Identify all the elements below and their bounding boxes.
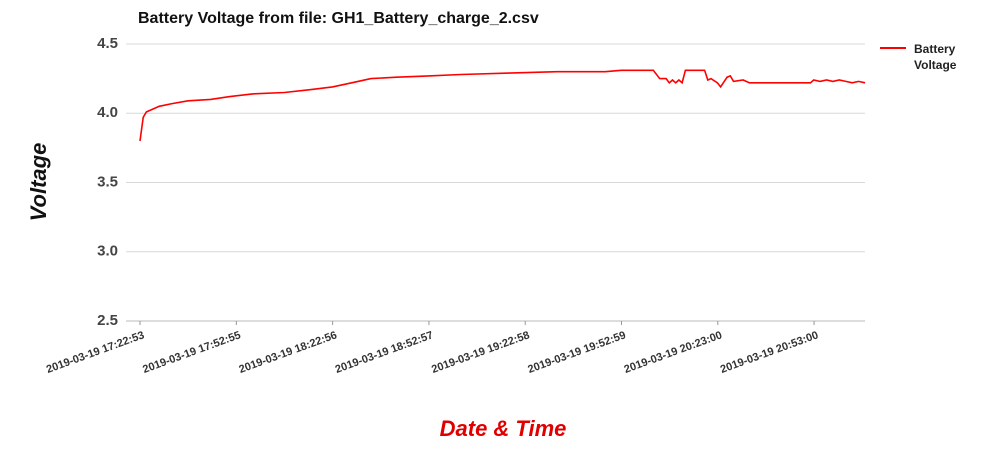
x-tick-label: 2019-03-19 17:22:53	[45, 329, 146, 376]
chart-title: Battery Voltage from file: GH1_Battery_c…	[138, 10, 539, 27]
data-line	[139, 69, 866, 142]
x-tick-label: 2019-03-19 18:22:56	[237, 329, 338, 376]
x-tick-label: 2019-03-19 20:23:00	[623, 329, 724, 376]
y-axis-title: Voltage	[26, 143, 51, 222]
x-tick-label: 2019-03-19 18:52:57	[334, 329, 435, 376]
x-axis-title: Date & Time	[440, 416, 567, 441]
x-tick-label: 2019-03-19 17:52:55	[141, 329, 242, 376]
y-tick-label: 4.0	[97, 104, 118, 121]
y-tick-label: 3.5	[97, 173, 118, 190]
x-tick-label: 2019-03-19 20:53:00	[719, 329, 820, 376]
y-tick-label: 4.5	[97, 35, 118, 52]
y-tick-label: 3.0	[97, 243, 118, 260]
x-tick-label: 2019-03-19 19:52:59	[526, 329, 627, 376]
y-tick-label: 2.5	[97, 312, 118, 329]
x-tick-label: 2019-03-19 19:22:58	[430, 329, 531, 376]
legend-label: Battery Voltage	[914, 42, 957, 72]
